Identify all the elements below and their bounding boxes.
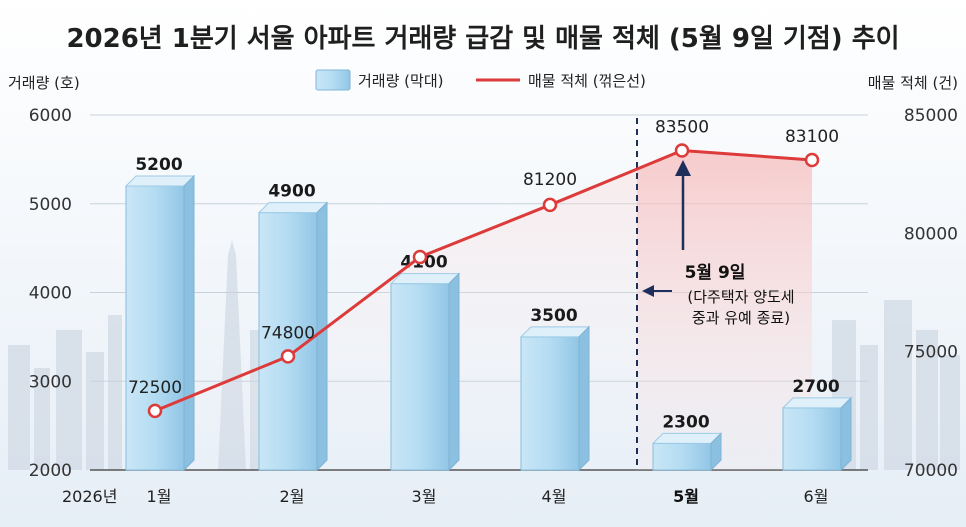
annotation: 5월 9일 (다주택자 양도세 중과 유예 종료) <box>642 160 795 327</box>
year-label: 2026년 <box>62 487 117 506</box>
bar-value-label: 2700 <box>792 377 839 397</box>
bar-side <box>183 174 195 472</box>
line-point <box>280 349 296 364</box>
line-value-label: 83500 <box>655 118 709 138</box>
line-value-label: 81200 <box>523 170 577 190</box>
right-axis-ticks: 70000 75000 80000 85000 <box>904 106 958 481</box>
bar-top <box>651 432 723 444</box>
bar-value-label: 2300 <box>662 412 709 432</box>
bar <box>389 272 461 472</box>
bar-value-label: 5200 <box>135 155 182 175</box>
category-label: 3월 <box>412 487 437 506</box>
left-tick-label: 5000 <box>29 195 72 215</box>
annotation-arrowhead-left <box>642 285 654 297</box>
bar-side <box>840 396 852 472</box>
bar <box>651 432 723 472</box>
legend-line-label: 매물 적체 (꺾은선) <box>528 72 646 90</box>
left-tick-label: 4000 <box>29 284 72 304</box>
legend-bar-label: 거래량 (막대) <box>358 72 443 90</box>
chart-title: 2026년 1분기 서울 아파트 거래량 급감 및 매물 적체 (5월 9일 기… <box>66 24 899 54</box>
bar-top <box>781 397 853 409</box>
left-tick-label: 6000 <box>29 106 72 126</box>
line-value-label: 74800 <box>261 323 315 343</box>
bar-value-label: 4900 <box>268 182 315 202</box>
annotation-title: 5월 9일 <box>685 263 746 283</box>
line-series: 72500 74800 81200 83500 83100 <box>128 118 839 419</box>
annotation-line-1: (다주택자 양도세 <box>687 288 794 306</box>
bar-front <box>520 336 580 471</box>
right-tick-label: 85000 <box>904 106 958 126</box>
bar-front <box>782 407 842 471</box>
category-label: 5월 <box>673 487 699 506</box>
bar-top <box>257 202 329 214</box>
annotation-arrowhead-up <box>675 160 691 176</box>
line-point <box>804 152 820 168</box>
bar <box>519 325 591 472</box>
right-axis-label: 매물 적체 (건) <box>868 74 958 92</box>
annotation-line-2: 중과 유예 종료) <box>692 309 790 327</box>
left-axis-label: 거래량 (호) <box>8 74 80 92</box>
legend-bar-swatch <box>315 69 351 91</box>
right-tick-label: 80000 <box>904 224 958 244</box>
bar-side <box>316 201 328 472</box>
bar-top <box>389 273 461 285</box>
bar-side <box>578 325 590 472</box>
left-tick-label: 2000 <box>29 461 72 481</box>
bar-side <box>448 272 460 472</box>
bar-front <box>652 442 712 471</box>
category-label: 4월 <box>542 487 567 506</box>
category-label: 6월 <box>804 487 829 506</box>
bar <box>781 396 853 472</box>
line-point <box>674 143 690 158</box>
line-value-label: 83100 <box>785 127 839 147</box>
left-tick-label: 3000 <box>29 372 72 392</box>
category-axis: 2026년 1월 2월 3월 4월 5월 6월 <box>62 487 828 506</box>
bar-top <box>519 326 591 338</box>
category-label: 2월 <box>280 487 305 506</box>
bar-front <box>390 283 450 471</box>
bar-value-label: 3500 <box>530 306 577 326</box>
line-point <box>542 197 558 213</box>
line-value-label: 72500 <box>128 378 182 398</box>
left-axis-ticks: 2000 3000 4000 5000 6000 <box>29 106 72 481</box>
line-point <box>412 249 428 265</box>
bar-front <box>125 185 185 471</box>
bar-side <box>710 432 722 472</box>
legend: 거래량 (막대) 매물 적체 (꺾은선) <box>315 69 646 91</box>
bar-top <box>124 175 196 187</box>
bar <box>124 174 196 472</box>
right-tick-label: 70000 <box>904 461 958 481</box>
line-path <box>154 149 813 413</box>
line-point <box>147 403 163 419</box>
post-event-area <box>637 150 812 470</box>
right-tick-label: 75000 <box>904 343 958 363</box>
category-label: 1월 <box>147 487 172 506</box>
